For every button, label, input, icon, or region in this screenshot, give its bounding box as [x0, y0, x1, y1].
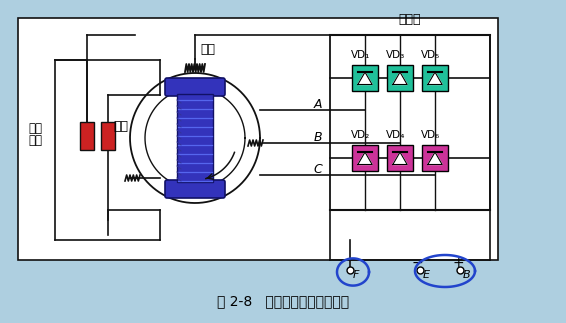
Bar — [387, 145, 413, 171]
Polygon shape — [393, 152, 407, 164]
Text: 转子: 转子 — [113, 120, 128, 133]
Text: VD₂: VD₂ — [351, 130, 371, 140]
Bar — [177, 94, 213, 182]
Polygon shape — [358, 152, 372, 164]
Bar — [18, 18, 498, 260]
Text: +: + — [452, 256, 464, 270]
Text: A: A — [314, 98, 322, 111]
Text: VD₅: VD₅ — [421, 50, 440, 60]
Text: F: F — [353, 270, 359, 280]
Polygon shape — [393, 72, 407, 85]
Text: B: B — [463, 270, 470, 280]
Text: VD₁: VD₁ — [351, 50, 371, 60]
Text: VD₄: VD₄ — [387, 130, 406, 140]
FancyBboxPatch shape — [165, 78, 225, 96]
Text: 电刷: 电刷 — [28, 134, 42, 147]
Text: C: C — [313, 163, 322, 176]
Bar — [101, 122, 115, 150]
Text: 整流器: 整流器 — [399, 13, 421, 26]
Bar — [387, 65, 413, 91]
Polygon shape — [358, 72, 372, 85]
Text: VD₆: VD₆ — [421, 130, 440, 140]
FancyBboxPatch shape — [165, 180, 225, 198]
Bar — [422, 145, 448, 171]
Polygon shape — [428, 72, 442, 85]
Text: VD₃: VD₃ — [387, 50, 406, 60]
Bar — [422, 65, 448, 91]
Bar — [352, 145, 378, 171]
Bar — [80, 122, 94, 150]
Bar — [352, 65, 378, 91]
Bar — [330, 35, 490, 210]
Polygon shape — [428, 152, 442, 164]
Text: 定子: 定子 — [200, 43, 215, 56]
Text: E: E — [423, 270, 430, 280]
Text: 图 2-8   交流发电机工作原理图: 图 2-8 交流发电机工作原理图 — [217, 294, 349, 308]
Text: 滑环: 滑环 — [28, 122, 42, 135]
Text: B: B — [314, 131, 322, 144]
Text: −: − — [412, 256, 423, 270]
